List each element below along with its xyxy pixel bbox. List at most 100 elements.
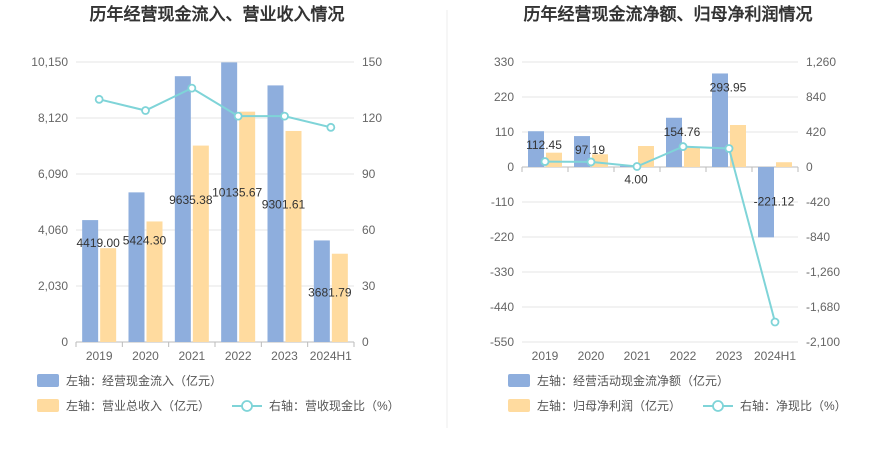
bar-secondary (331, 253, 348, 342)
category-label: 2021 (624, 349, 651, 363)
ratio-point (724, 144, 734, 153)
legend-swatch-point (241, 400, 253, 412)
legend-swatch-bar (37, 399, 59, 412)
left-axis-tick: 0 (507, 160, 514, 174)
legend-label: 左轴：营业总收入（亿元） (66, 398, 210, 413)
ratio-point (540, 157, 550, 166)
chart-title: 历年经营现金流净额、归母净利润情况 (524, 4, 813, 24)
ratio-point (770, 317, 780, 327)
ratio-point (632, 162, 642, 171)
chart-net-cashflow-profit: 历年经营现金流净额、归母净利润情况 -550 -440 -330 -220 -110 0 11… (490, 4, 847, 413)
ratio-line (98, 86, 332, 129)
ratio-point (678, 142, 688, 151)
data-label: 97.19 (575, 143, 605, 157)
legend-label: 右轴：营收现金比（%） (269, 398, 400, 413)
legend-label: 左轴：归母净利润（亿元） (537, 398, 681, 413)
right-axis-tick: 840 (806, 90, 826, 104)
bar-secondary (546, 152, 562, 167)
right-axis-tick: 120 (362, 111, 382, 125)
bar-primary (267, 85, 284, 342)
data-label: 9635.38 (169, 193, 213, 207)
category-label: 2022 (670, 349, 697, 363)
data-label: 3681.79 (308, 285, 352, 299)
bar-primary (221, 62, 238, 342)
right-axis-tick: 60 (362, 223, 376, 237)
bar-secondary (684, 146, 700, 167)
left-axis-tick: 4,060 (38, 223, 68, 237)
left-axis-tick: -220 (490, 230, 514, 244)
category-label: 2020 (578, 349, 605, 363)
legend-swatch-bar (508, 374, 530, 387)
ratio-point (141, 106, 150, 115)
data-label: 4419.00 (76, 236, 120, 250)
category-label: 2021 (178, 349, 205, 363)
right-axis-tick: 90 (362, 167, 376, 181)
bar-primary (574, 136, 590, 167)
bar-primary (82, 220, 99, 342)
bar-secondary (100, 248, 117, 342)
right-axis-tick: 0 (362, 335, 369, 349)
data-label: 293.95 (710, 80, 747, 94)
ratio-point (280, 111, 289, 121)
chart-cash-inflow-revenue: 历年经营现金流入、营业收入情况 0 2,030 4,060 6,090 8,120 10,1… (31, 4, 399, 413)
category-label: 2022 (225, 349, 252, 363)
right-axis-tick: 420 (806, 125, 826, 139)
left-axis-tick: 10,150 (31, 55, 68, 69)
right-axis-tick: 1,260 (806, 55, 836, 69)
legend-swatch-bar (508, 399, 530, 412)
data-label: 9301.61 (262, 198, 306, 212)
ratio-point (326, 122, 336, 132)
bar-primary (128, 192, 145, 342)
left-axis-tick: 0 (61, 335, 68, 349)
bar-secondary (776, 162, 792, 167)
bar-primary (528, 131, 544, 167)
left-axis-tick: -550 (490, 335, 514, 349)
legend-label: 左轴：经营活动现金流净额（亿元） (537, 373, 729, 388)
category-label: 2024H1 (310, 349, 352, 363)
right-axis-tick: 0 (806, 160, 813, 174)
right-axis-tick: -1,260 (806, 265, 840, 279)
right-axis-tick: 30 (362, 279, 376, 293)
category-label: 2019 (532, 349, 559, 363)
legend-label: 左轴：经营现金流入（亿元） (66, 373, 222, 388)
data-label: -221.12 (754, 194, 795, 208)
right-axis-tick: -840 (806, 230, 830, 244)
bar-primary (666, 117, 682, 167)
left-axis-tick: 220 (494, 90, 514, 104)
legend-swatch-bar (37, 374, 59, 387)
category-label: 2019 (86, 349, 113, 363)
data-label: 154.76 (664, 125, 701, 139)
data-label: 4.00 (624, 173, 648, 187)
ratio-point (187, 83, 197, 93)
bar-primary (758, 167, 774, 238)
category-label: 2020 (132, 349, 159, 363)
left-axis-tick: -330 (490, 265, 514, 279)
bar-secondary (192, 145, 209, 342)
bar-secondary (730, 125, 746, 167)
left-axis-tick: -110 (491, 195, 514, 209)
category-label: 2024H1 (754, 349, 796, 363)
legend-swatch-point (712, 400, 724, 412)
left-axis-tick: 6,090 (38, 167, 68, 181)
left-axis-tick: -440 (490, 300, 514, 314)
right-axis-tick: -420 (806, 195, 830, 209)
bar-primary (174, 76, 191, 342)
chart-title: 历年经营现金流入、营业收入情况 (90, 4, 345, 24)
data-label: 112.45 (526, 138, 562, 152)
bar-secondary (239, 111, 256, 342)
bar-primary (712, 73, 728, 167)
left-axis-tick: 8,120 (38, 111, 68, 125)
left-axis-tick: 110 (495, 125, 514, 139)
ratio-point (233, 111, 243, 121)
left-axis-tick: 330 (494, 55, 514, 69)
data-label: 5424.30 (123, 234, 167, 248)
left-axis-tick: 2,030 (38, 279, 68, 293)
ratio-point (94, 94, 104, 104)
ratio-line (544, 145, 776, 323)
right-axis-tick: -1,680 (806, 300, 840, 314)
bar-secondary (146, 221, 163, 342)
data-label: 10135.67 (212, 186, 262, 200)
category-label: 2023 (716, 349, 743, 363)
category-label: 2023 (271, 349, 298, 363)
